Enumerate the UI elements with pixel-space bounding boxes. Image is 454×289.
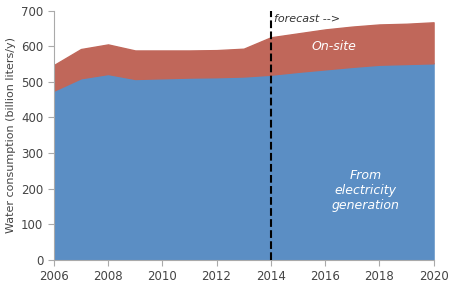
Text: forecast -->: forecast -->: [273, 14, 340, 24]
Text: On-site: On-site: [311, 40, 356, 53]
Text: From
electricity
generation: From electricity generation: [332, 169, 400, 212]
Y-axis label: Water consumption (billion liters/y): Water consumption (billion liters/y): [5, 37, 15, 233]
